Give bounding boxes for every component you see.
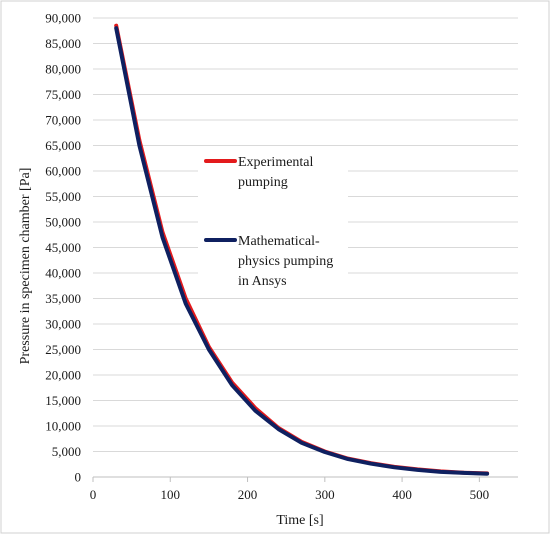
y-tick-label: 45,000 xyxy=(45,240,81,255)
y-tick-label: 50,000 xyxy=(45,215,81,230)
y-tick-label: 20,000 xyxy=(45,368,81,383)
y-axis-title: Pressure in specimen chamber [Pa] xyxy=(18,168,33,365)
y-tick-label: 25,000 xyxy=(45,342,81,357)
x-tick-label: 400 xyxy=(392,487,412,502)
y-tick-label: 0 xyxy=(75,470,82,485)
legend-label: Experimental xyxy=(238,155,314,170)
legend-label: physics pumping xyxy=(238,254,333,269)
legend-label: pumping xyxy=(238,175,288,190)
series-line-ansys xyxy=(114,26,490,476)
y-tick-label: 10,000 xyxy=(45,419,81,434)
x-tick-label: 300 xyxy=(315,487,335,502)
x-axis-title: Time [s] xyxy=(276,513,323,528)
y-tick-label: 70,000 xyxy=(45,113,81,128)
legend-background xyxy=(198,150,348,295)
legend-label: Mathematical- xyxy=(238,234,320,249)
x-tick-label: 100 xyxy=(161,487,181,502)
y-tick-label: 90,000 xyxy=(45,11,81,26)
y-tick-label: 85,000 xyxy=(45,36,81,51)
y-tick-label: 30,000 xyxy=(45,317,81,332)
y-tick-label: 40,000 xyxy=(45,266,81,281)
y-tick-label: 65,000 xyxy=(45,138,81,153)
y-tick-label: 55,000 xyxy=(45,189,81,204)
axes: 0 5,000 10,000 15,000 20,000 25,000 30,000 35,0… xyxy=(45,11,518,502)
x-tick-label: 0 xyxy=(90,487,97,502)
y-tick-label: 80,000 xyxy=(45,62,81,77)
y-tick-label: 5,000 xyxy=(52,444,81,459)
y-tick-label: 35,000 xyxy=(45,291,81,306)
y-tick-label: 15,000 xyxy=(45,393,81,408)
legend: Experimental pumping Mathematical-physics … xyxy=(198,150,348,295)
series-lines xyxy=(114,23,490,476)
y-tick-label: 60,000 xyxy=(45,164,81,179)
axis-titles: Time [s] Pressure in specimen chamber [P… xyxy=(18,168,324,528)
legend-label: in Ansys xyxy=(238,274,287,289)
x-tick-label: 200 xyxy=(238,487,258,502)
x-tick-label: 500 xyxy=(470,487,490,502)
y-tick-label: 75,000 xyxy=(45,87,81,102)
